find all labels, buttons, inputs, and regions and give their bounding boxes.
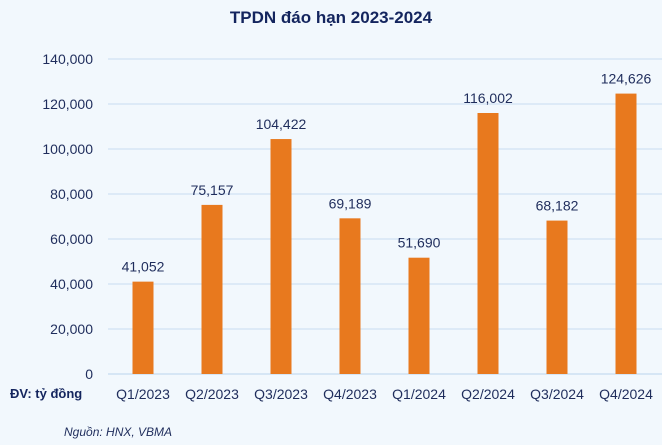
data-label: 41,052	[122, 259, 165, 275]
x-tick-label: Q4/2024	[599, 386, 653, 402]
y-tick-label: 80,000	[50, 186, 93, 202]
x-tick-label: Q1/2023	[116, 386, 170, 402]
x-tick-label: Q4/2023	[323, 386, 377, 402]
chart-title: TPDN đáo hạn 2023-2024	[229, 8, 433, 27]
bar-q4-2023	[339, 218, 361, 374]
data-label: 75,157	[191, 182, 234, 198]
data-label: 69,189	[329, 195, 372, 211]
y-tick-label: 20,000	[50, 321, 93, 337]
bar-q2-2024	[477, 112, 499, 375]
data-label: 124,626	[601, 71, 652, 87]
data-label: 68,182	[536, 198, 579, 214]
source-note: Nguồn: HNX, VBMA	[64, 425, 173, 439]
bar-q1-2024	[408, 257, 430, 374]
x-tick-label: Q2/2024	[461, 386, 515, 402]
y-tick-label: 120,000	[42, 96, 93, 112]
bar-q1-2023	[132, 281, 154, 374]
data-label: 116,002	[463, 90, 513, 106]
y-tick-label: 100,000	[42, 141, 93, 157]
unit-label: ĐV: tỷ đồng	[10, 386, 83, 401]
y-tick-label: 140,000	[42, 51, 93, 67]
x-tick-label: Q1/2024	[392, 386, 446, 402]
x-tick-label: Q3/2023	[254, 386, 308, 402]
x-tick-label: Q2/2023	[185, 386, 239, 402]
y-tick-label: 40,000	[50, 276, 93, 292]
y-tick-label: 60,000	[50, 231, 93, 247]
bar-q4-2024	[615, 93, 637, 375]
data-label: 51,690	[398, 235, 441, 251]
y-tick-label: 0	[85, 366, 93, 382]
bar-q3-2023	[270, 139, 292, 374]
bar-q3-2024	[546, 220, 568, 374]
bar-q2-2023	[201, 204, 223, 374]
data-label: 104,422	[256, 116, 307, 132]
x-tick-label: Q3/2024	[530, 386, 584, 402]
